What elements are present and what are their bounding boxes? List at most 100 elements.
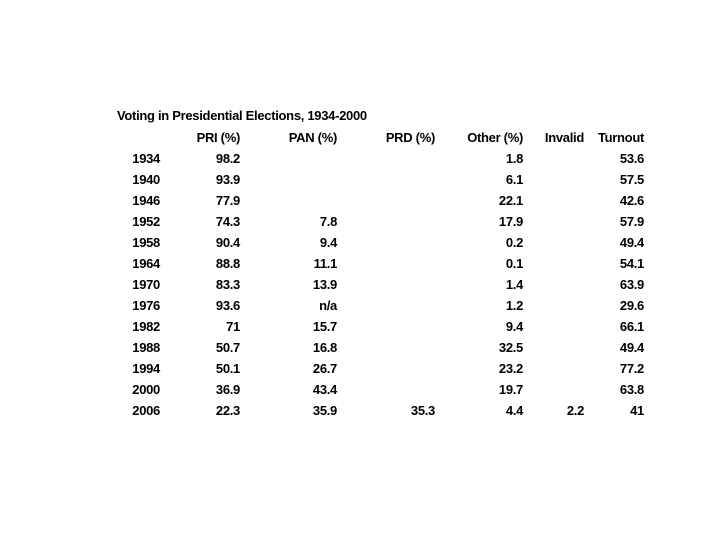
prd-cell — [337, 295, 435, 316]
year-cell: 1970 — [132, 277, 160, 292]
turnout-cell: 57.5 — [619, 172, 644, 187]
prd-cell — [337, 190, 435, 211]
table-row: 1946 77.9 22.1 42.6 — [117, 190, 644, 211]
table-row: 1988 50.7 16.8 32.5 49.4 — [117, 337, 644, 358]
pan-cell: 9.4 — [319, 235, 337, 250]
election-table-block: Voting in Presidential Elections, 1934-2… — [117, 105, 644, 421]
pan-cell: 35.9 — [312, 403, 337, 418]
invalid-cell — [523, 190, 584, 211]
table-row: 1970 83.3 13.9 1.4 63.9 — [117, 274, 644, 295]
invalid-cell — [523, 253, 584, 274]
table-row: 1976 93.6 n/a 1.2 29.6 — [117, 295, 644, 316]
turnout-cell: 42.6 — [619, 193, 644, 208]
col-header-year — [117, 127, 160, 148]
year-cell: 1964 — [132, 256, 160, 271]
turnout-cell: 57.9 — [619, 214, 644, 229]
pan-cell: 7.8 — [319, 214, 337, 229]
invalid-cell — [523, 211, 584, 232]
table-row: 1964 88.8 11.1 0.1 54.1 — [117, 253, 644, 274]
other-cell: 17.9 — [498, 214, 523, 229]
year-cell: 1988 — [132, 340, 160, 355]
other-cell: 9.4 — [505, 319, 523, 334]
table-row: 1994 50.1 26.7 23.2 77.2 — [117, 358, 644, 379]
other-cell: 0.1 — [505, 256, 523, 271]
turnout-cell: 66.1 — [619, 319, 644, 334]
invalid-cell — [523, 316, 584, 337]
other-cell: 1.4 — [505, 277, 523, 292]
pri-cell: 88.8 — [215, 256, 240, 271]
pri-cell: 36.9 — [215, 382, 240, 397]
turnout-cell: 63.9 — [619, 277, 644, 292]
year-cell: 1952 — [132, 214, 160, 229]
pri-cell: 50.1 — [215, 361, 240, 376]
table-row: 1952 74.3 7.8 17.9 57.9 — [117, 211, 644, 232]
table-row: 1982 71 15.7 9.4 66.1 — [117, 316, 644, 337]
table-row: 2006 22.3 35.9 35.3 4.4 2.2 41 — [117, 400, 644, 421]
table-row: 1940 93.9 6.1 57.5 — [117, 169, 644, 190]
invalid-cell — [523, 379, 584, 400]
table-body: 1934 98.2 1.8 53.6 1940 93.9 6.1 57.5 1946 77.9 22… — [117, 148, 644, 421]
other-cell: 4.4 — [505, 403, 523, 418]
other-cell: 23.2 — [498, 361, 523, 376]
pan-cell — [240, 148, 337, 169]
invalid-cell — [523, 274, 584, 295]
pan-cell: 11.1 — [313, 256, 338, 271]
col-header-prd: PRD (%) — [385, 130, 435, 145]
turnout-cell: 54.1 — [619, 256, 644, 271]
col-header-pri: PRI (%) — [196, 130, 241, 145]
pri-cell: 83.3 — [215, 277, 240, 292]
other-cell: 6.1 — [505, 172, 523, 187]
turnout-cell: 77.2 — [619, 361, 644, 376]
prd-cell — [337, 358, 435, 379]
pri-cell: 74.3 — [215, 214, 240, 229]
pri-cell: 71 — [226, 319, 240, 334]
pan-cell: 15.7 — [312, 319, 337, 334]
prd-cell — [337, 253, 435, 274]
col-header-other: Other (%) — [467, 130, 523, 145]
year-cell: 1958 — [132, 235, 160, 250]
year-cell: 1982 — [132, 319, 160, 334]
pan-cell: 43.4 — [312, 382, 337, 397]
table-row: 1934 98.2 1.8 53.6 — [117, 148, 644, 169]
invalid-cell — [523, 148, 584, 169]
turnout-cell: 41 — [630, 403, 644, 418]
turnout-cell: 49.4 — [619, 340, 644, 355]
pan-cell — [240, 169, 337, 190]
pri-cell: 98.2 — [215, 151, 240, 166]
col-header-turnout: Turnout — [597, 130, 644, 145]
turnout-cell: 49.4 — [619, 235, 644, 250]
other-cell: 19.7 — [498, 382, 523, 397]
other-cell: 22.1 — [498, 193, 523, 208]
year-cell: 1976 — [132, 298, 160, 313]
col-header-invalid: Invalid — [544, 130, 584, 145]
pri-cell: 93.9 — [215, 172, 240, 187]
col-header-pan: PAN (%) — [288, 130, 338, 145]
invalid-cell: 2.2 — [566, 403, 584, 418]
pan-cell: 16.8 — [312, 340, 337, 355]
year-cell: 1946 — [132, 193, 160, 208]
year-cell: 2000 — [132, 382, 160, 397]
year-cell: 1934 — [132, 151, 160, 166]
turnout-cell: 53.6 — [619, 151, 644, 166]
prd-cell: 35.3 — [410, 403, 435, 418]
other-cell: 1.8 — [505, 151, 523, 166]
election-table: PRI (%) PAN (%) PRD (%) Other (%) Invali… — [117, 127, 644, 421]
invalid-cell — [523, 337, 584, 358]
invalid-cell — [523, 358, 584, 379]
pri-cell: 50.7 — [215, 340, 240, 355]
pri-cell: 90.4 — [215, 235, 240, 250]
table-title: Voting in Presidential Elections, 1934-2… — [117, 108, 367, 123]
pan-cell — [240, 190, 337, 211]
other-cell: 1.2 — [505, 298, 523, 313]
table-row: 1958 90.4 9.4 0.2 49.4 — [117, 232, 644, 253]
prd-cell — [337, 274, 435, 295]
pri-cell: 93.6 — [215, 298, 240, 313]
year-cell: 1994 — [132, 361, 160, 376]
pan-cell: 13.9 — [312, 277, 337, 292]
pri-cell: 77.9 — [215, 193, 240, 208]
table-row: 2000 36.9 43.4 19.7 63.8 — [117, 379, 644, 400]
prd-cell — [337, 232, 435, 253]
other-cell: 32.5 — [498, 340, 523, 355]
pri-cell: 22.3 — [215, 403, 240, 418]
turnout-cell: 29.6 — [619, 298, 644, 313]
